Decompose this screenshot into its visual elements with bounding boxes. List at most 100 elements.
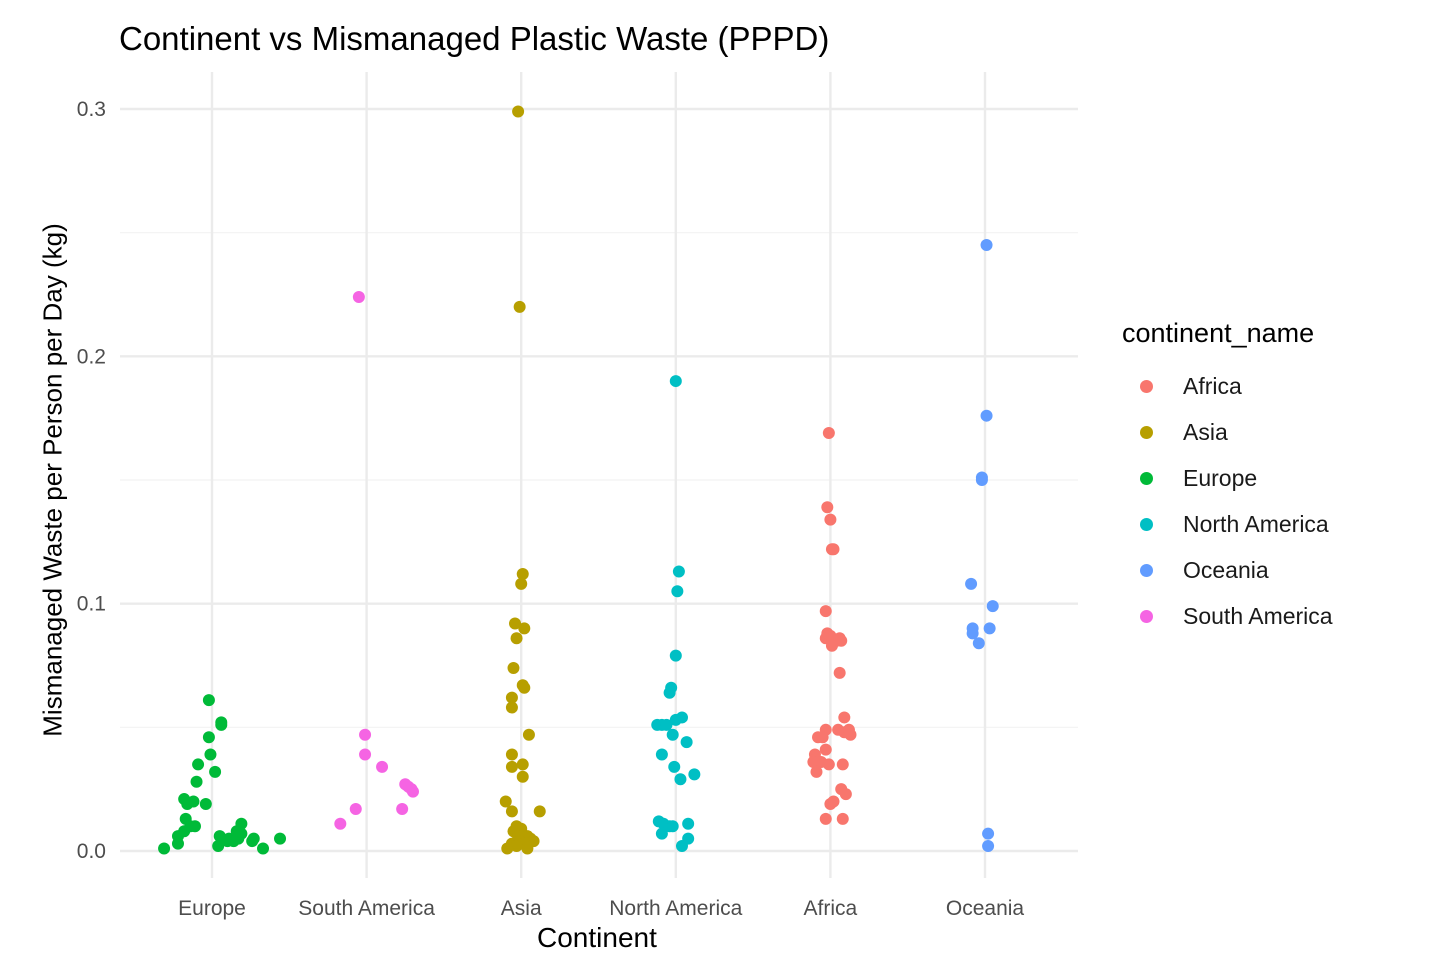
data-point <box>980 239 993 252</box>
data-point <box>822 758 835 771</box>
data-point <box>986 600 999 613</box>
data-point <box>671 585 684 598</box>
data-point <box>202 694 215 707</box>
legend-swatch <box>1140 563 1153 577</box>
data-point <box>235 827 248 840</box>
data-point <box>680 736 693 749</box>
data-point <box>835 634 848 647</box>
data-point <box>505 760 518 773</box>
legend-entry: Asia <box>1122 409 1333 455</box>
data-point <box>810 765 823 778</box>
data-point <box>669 375 682 388</box>
data-point <box>822 427 835 440</box>
data-point <box>227 835 240 848</box>
data-point <box>209 765 222 778</box>
legend-swatch <box>1140 471 1153 485</box>
data-point <box>836 812 849 825</box>
legend-label: North America <box>1183 510 1329 537</box>
data-point <box>501 842 514 855</box>
data-point <box>505 748 518 761</box>
data-point <box>819 812 832 825</box>
legend-entry: South America <box>1122 593 1333 639</box>
data-point <box>832 723 845 736</box>
data-point <box>334 817 347 830</box>
data-point <box>966 627 979 640</box>
data-point <box>833 666 846 679</box>
data-point <box>666 728 679 741</box>
data-point <box>824 513 837 526</box>
data-point <box>675 711 688 724</box>
legend-label: Asia <box>1183 418 1228 445</box>
data-point <box>516 758 529 771</box>
data-point <box>235 817 248 830</box>
data-point <box>982 827 995 840</box>
data-point <box>274 832 287 845</box>
data-point <box>516 770 529 783</box>
data-point <box>674 773 687 786</box>
legend-entry: Africa <box>1122 363 1333 409</box>
data-point <box>204 748 217 761</box>
data-point <box>980 409 993 422</box>
data-point <box>812 731 825 744</box>
data-point <box>533 805 546 818</box>
data-point <box>821 501 834 514</box>
legend-entry: Europe <box>1122 455 1333 501</box>
point-layer <box>158 105 999 855</box>
data-point <box>359 748 372 761</box>
legend-entry: Oceania <box>1122 547 1333 593</box>
data-point <box>512 105 525 118</box>
data-point <box>352 290 365 303</box>
data-point <box>190 775 203 788</box>
legend: continent_name Africa Asia Europe North Ame… <box>1122 318 1333 639</box>
data-point <box>688 768 701 781</box>
data-point <box>349 802 362 815</box>
data-point <box>515 577 528 590</box>
legend-title: continent_name <box>1122 318 1315 348</box>
legend-label: Europe <box>1183 464 1258 491</box>
legend-entry: North America <box>1122 501 1333 547</box>
data-point <box>838 711 851 724</box>
legend-swatch <box>1140 425 1153 439</box>
legend-items: Africa Asia Europe North America Oceania Sout… <box>1122 363 1333 639</box>
data-point <box>518 622 531 635</box>
legend-label: South America <box>1183 602 1333 629</box>
data-point <box>406 785 419 798</box>
y-tick-label: 0.2 <box>77 345 106 368</box>
y-tick-label: 0.1 <box>77 593 106 616</box>
data-point <box>819 605 832 618</box>
legend-swatch <box>1140 609 1153 623</box>
data-point <box>668 760 681 773</box>
y-axis-label: Mismanaged Waste per Person per Day (kg) <box>37 223 68 737</box>
data-point <box>655 827 668 840</box>
data-point <box>982 840 995 853</box>
data-point <box>199 798 212 811</box>
data-point <box>212 840 225 853</box>
legend-label: Oceania <box>1183 556 1269 583</box>
data-point <box>510 840 523 853</box>
x-tick-label: North America <box>609 897 742 920</box>
data-point <box>672 565 685 578</box>
data-point <box>827 543 840 556</box>
data-point <box>655 748 668 761</box>
data-point <box>666 820 679 833</box>
y-tick-label: 0.0 <box>77 840 106 863</box>
tick-layer: 0.0 0.1 0.2 0.3 Europe South America Asia North… <box>77 98 1025 920</box>
data-point <box>669 649 682 662</box>
data-point <box>376 760 389 773</box>
data-point <box>965 577 978 590</box>
x-tick-label: Europe <box>178 897 246 920</box>
data-point <box>509 617 522 630</box>
x-tick-label: Asia <box>501 897 542 920</box>
data-point <box>824 798 837 811</box>
data-point <box>505 805 518 818</box>
y-tick-label: 0.3 <box>77 98 106 121</box>
data-point <box>522 728 535 741</box>
data-point <box>972 637 985 650</box>
data-point <box>975 474 988 486</box>
data-point <box>158 842 171 855</box>
grid-layer <box>120 72 1078 878</box>
x-axis-label: Continent <box>537 922 657 953</box>
x-tick-label: Oceania <box>946 897 1025 920</box>
data-point <box>518 681 531 694</box>
